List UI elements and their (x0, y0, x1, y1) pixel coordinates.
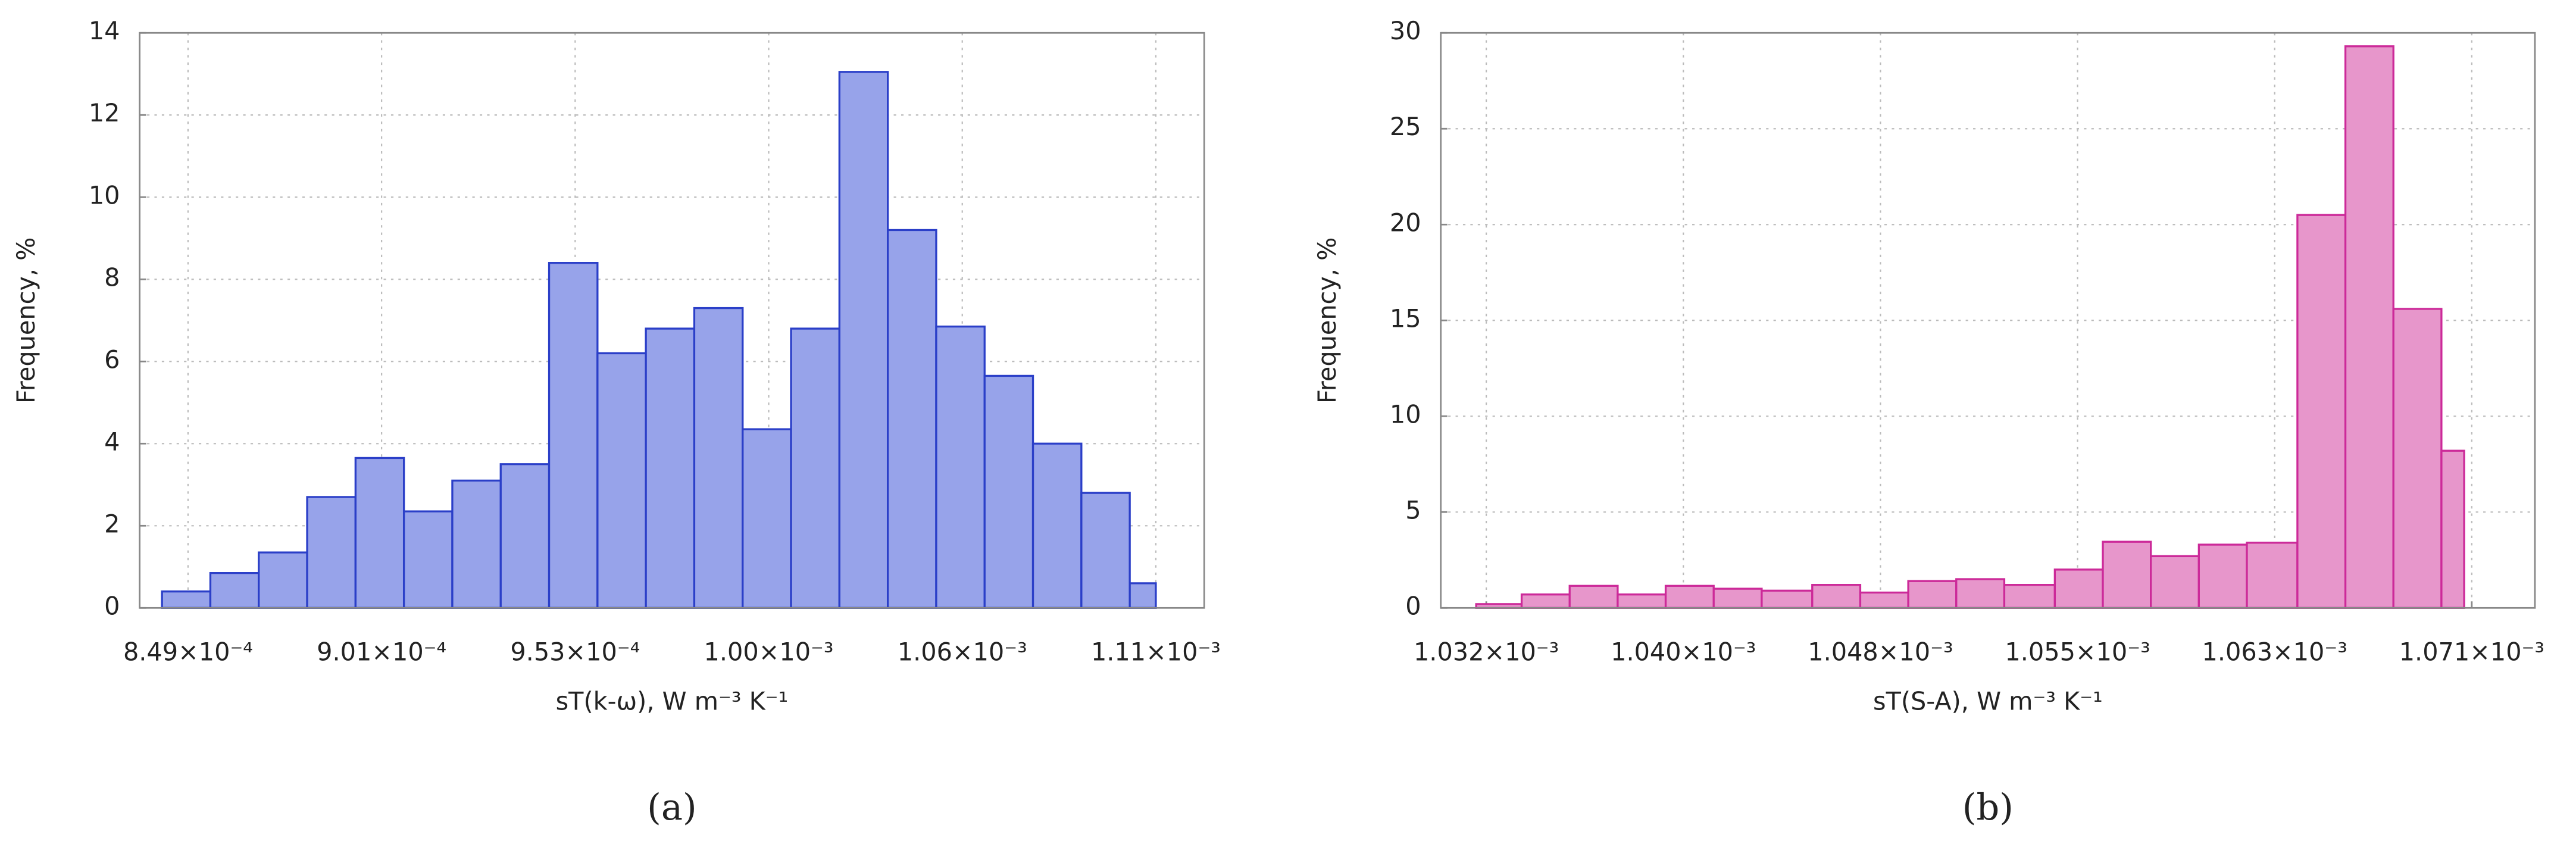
bar (983, 374, 1034, 609)
bar (1664, 584, 1715, 609)
bar (2197, 543, 2248, 609)
x-tick-label: 1.071×10⁻³ (2399, 638, 2544, 667)
bar (2246, 542, 2299, 609)
x-tick-label: 1.063×10⁻³ (2202, 638, 2347, 667)
bar (209, 572, 260, 609)
y-tick-label: 15 (1390, 304, 1421, 333)
y-axis-label: Frequency, % (1313, 237, 1342, 404)
panel-label: (b) (1962, 787, 2014, 829)
bar (1712, 587, 1763, 609)
bar (1128, 582, 1157, 609)
bar (258, 551, 308, 609)
x-tick-label: 1.00×10⁻³ (704, 638, 834, 667)
plot-frame (139, 32, 1205, 609)
bar (451, 479, 502, 609)
bar (2440, 449, 2465, 609)
bar (1859, 591, 1909, 609)
bar (1907, 580, 1958, 609)
x-tick-label: 9.53×10⁻⁴ (510, 638, 640, 667)
bar (1080, 492, 1131, 609)
y-tick-label: 12 (89, 99, 120, 127)
bar (1031, 442, 1083, 609)
y-tick-label: 25 (1390, 112, 1421, 141)
y-tick-label: 0 (104, 592, 120, 620)
x-tick-label: 1.055×10⁻³ (2005, 638, 2150, 667)
x-tick-label: 1.048×10⁻³ (1808, 638, 1953, 667)
x-tick-label: 1.11×10⁻³ (1091, 638, 1221, 667)
bar (2150, 555, 2200, 609)
bar (548, 262, 599, 609)
bar (499, 463, 551, 609)
bar (1520, 593, 1571, 609)
y-tick-label: 4 (104, 427, 120, 456)
x-tick-label: 9.01×10⁻⁴ (317, 638, 446, 667)
y-tick-label: 0 (1405, 592, 1421, 620)
bar (742, 428, 792, 609)
bar (1811, 584, 1862, 609)
bar (402, 510, 454, 609)
y-tick-label: 6 (104, 345, 120, 374)
bar (354, 457, 405, 609)
bar (645, 327, 696, 609)
y-tick-label: 20 (1390, 208, 1421, 237)
bar (596, 352, 647, 609)
bar (2392, 308, 2443, 609)
y-tick-label: 2 (104, 509, 120, 538)
x-tick-label: 8.49×10⁻⁴ (123, 638, 253, 667)
x-tick-label: 1.06×10⁻³ (898, 638, 1027, 667)
x-tick-label: 1.032×10⁻³ (1414, 638, 1559, 667)
bar (2344, 45, 2394, 609)
bar (838, 71, 889, 609)
plot-frame (1440, 32, 2536, 609)
panel-label: (a) (647, 787, 697, 829)
bar (1568, 584, 1619, 609)
y-tick-label: 30 (1390, 17, 1421, 45)
y-tick-label: 14 (89, 17, 120, 45)
bar (2003, 584, 2056, 609)
y-tick-label: 10 (1390, 400, 1421, 429)
bar (886, 229, 937, 609)
bar (2053, 568, 2104, 609)
x-axis-label: sT(S-A), W m⁻³ K⁻¹ (1873, 687, 2103, 715)
bar (1617, 593, 1667, 609)
bar (306, 496, 357, 609)
bar (935, 325, 986, 609)
bar (790, 327, 841, 609)
bar (2102, 540, 2152, 609)
y-tick-label: 5 (1405, 496, 1421, 524)
x-tick-label: 1.040×10⁻³ (1611, 638, 1756, 667)
y-axis-label: Frequency, % (12, 237, 40, 404)
bar (2296, 214, 2347, 609)
bar (161, 590, 212, 609)
bar (693, 307, 744, 609)
y-tick-label: 10 (89, 181, 120, 210)
x-axis-label: sT(k-ω), W m⁻³ K⁻¹ (556, 687, 789, 715)
y-tick-label: 8 (104, 263, 120, 292)
bar (1955, 578, 2006, 609)
bar (1761, 589, 1814, 609)
